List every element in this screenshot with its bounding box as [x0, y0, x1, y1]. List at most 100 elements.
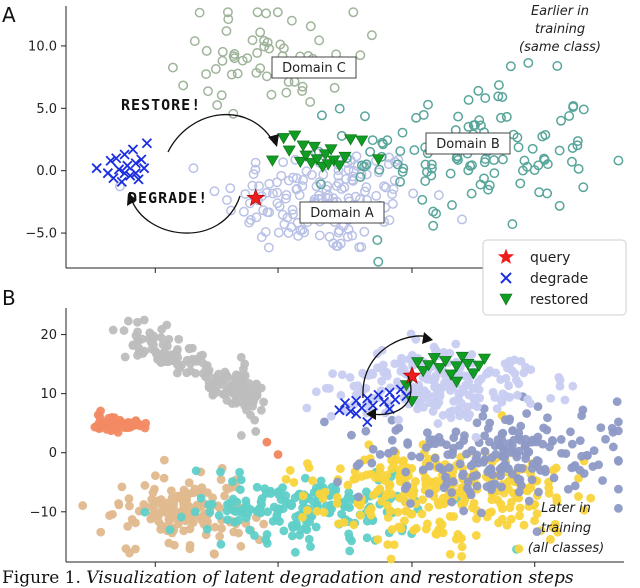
panel-b-teal-point [288, 523, 298, 533]
panel-b-teal-point [165, 525, 175, 535]
degrade-loop-arrow [369, 375, 412, 416]
panel-b-yellow-point [526, 483, 535, 493]
panel-b-yellow-point [356, 510, 365, 520]
panel-a-domain_c-point [210, 64, 221, 74]
panel-b-slate-point [484, 437, 494, 447]
panel-a-degrade-stroke [138, 163, 150, 174]
panel-a-domain_c-point [194, 7, 205, 18]
panel-a-domain_a-point [342, 231, 353, 242]
panel-b-gray-point [251, 427, 261, 436]
panel-a-domain_c-point [297, 81, 308, 92]
panel-b-slate-point [472, 481, 482, 491]
panel-a-domain_b-point [497, 92, 508, 102]
panel-b-tan-point [158, 501, 168, 511]
panel-a-domain_b-point [513, 142, 524, 153]
panel-a-domain_a-point [387, 189, 398, 200]
panel-b-teal-point [304, 534, 314, 544]
panel-b-slate-point [443, 450, 453, 460]
panel-b-slate-point [566, 427, 575, 437]
panel-a-domain_c-point [314, 35, 325, 46]
panel-a-domain_c-point [255, 27, 266, 38]
panel-a-domain_b-point [465, 160, 476, 171]
panel-a-domain_b-point [426, 170, 437, 181]
panel-a-domain_a-point [347, 230, 358, 241]
panel-b-lavender-point [372, 349, 382, 359]
panel-b-degrade-stroke [384, 387, 395, 398]
panel-b-teal-point [274, 487, 284, 496]
panel-a-domain_b-point [356, 160, 367, 171]
panel-b-tan-point [184, 478, 194, 488]
panel-b-slate-point [426, 439, 435, 449]
panel-b-gray-point [128, 340, 138, 350]
panel-b-yellow-point [382, 470, 392, 480]
panel-a-domain_b-point [527, 143, 538, 154]
panel-a-domain_a-point [273, 227, 284, 238]
panel-b-tan-point [131, 518, 140, 528]
panel-a-domain_a-point [263, 242, 274, 253]
panel-b-restored-marker [433, 363, 447, 375]
panel-b-gray-point [245, 386, 255, 396]
panel-b-lavender-point [482, 369, 491, 379]
panel-b-degrade-marker [339, 397, 351, 409]
panel-a-domain_b-point [373, 256, 384, 267]
panel-b-yellow-point [553, 527, 563, 537]
panel-a-domain_b-point [556, 115, 566, 126]
panel-b-yellow-point [548, 465, 558, 475]
panel-b-lavender-point [411, 335, 421, 344]
restore-annotation: RESTORE! [121, 96, 201, 114]
panel-b-yellow-point [394, 472, 404, 481]
panel-b-tan-point [185, 544, 195, 554]
panel-a-domain_a-point [390, 156, 400, 167]
panel-b-lavender-point [497, 397, 507, 407]
panel-b-lavender-point [461, 380, 471, 390]
legend: query degrade restored [482, 239, 627, 316]
panel-b-slate-point [447, 488, 457, 497]
panel-b-gray-point [218, 379, 228, 389]
panel-b-slate-point [567, 463, 577, 473]
panel-b-tan-point [164, 538, 174, 548]
panel-a-domain_a-point [278, 157, 289, 168]
panel-b-gray-point [192, 356, 201, 366]
panel-b-tan-point [148, 488, 158, 498]
panel-a-domain_b-point [428, 220, 439, 231]
panel-b-slate-point [352, 461, 362, 471]
panel-b-slate-point [486, 465, 496, 475]
panel-a-domain_b-point [397, 127, 408, 138]
panel-b-slate-point [543, 413, 552, 423]
panel-b-lavender-point [526, 365, 536, 375]
panel-a-domain_a-point [264, 207, 275, 218]
panel-b-restored-marker [461, 359, 475, 371]
panel-b-slate-point [567, 439, 577, 449]
panel-b-yellow-point [497, 504, 507, 514]
panel-a-domain_c-point [201, 69, 212, 79]
panel-a-domain_b-point [483, 184, 494, 195]
panel-a-domain_b-point [445, 168, 456, 179]
panel-a-restored-marker [282, 145, 296, 157]
panel-a-degrade-stroke [141, 138, 153, 149]
panel-a-domain_c-point [259, 35, 269, 46]
panel-b-slate-point [534, 487, 543, 497]
panel-b-yellow-point [438, 493, 448, 503]
panel-b-restored-marker [438, 356, 452, 368]
panel-a-domain_c-point [252, 7, 263, 18]
panel-b-restored-marker [399, 380, 413, 392]
panel-b-yellow-point [546, 534, 555, 544]
panel-b-slate-point [614, 417, 623, 427]
panel-b-lavender-point [377, 376, 387, 386]
panel-b-yellow-point [400, 516, 409, 526]
panel-b-lavender-point [352, 390, 361, 399]
panel-b-slate-point [463, 477, 473, 487]
panel-b-slate-point [536, 466, 545, 475]
panel-a-domain_b-point [463, 95, 474, 105]
panel-a-domain_a-point [287, 204, 298, 215]
panel-b-slate-point [514, 446, 524, 456]
panel-a-domain_b-point [489, 168, 500, 179]
panel-a-letter: A [2, 3, 16, 27]
panel-b-tan-point [151, 499, 161, 509]
panel-b-slate-point [570, 481, 580, 491]
panel-b-lavender-point [512, 390, 522, 400]
panel-b-gray-point [259, 397, 269, 407]
panel-a-domain_a-point [291, 184, 302, 195]
panel-b-slate-point [354, 492, 363, 502]
panel-b-yellow-point [389, 459, 399, 468]
